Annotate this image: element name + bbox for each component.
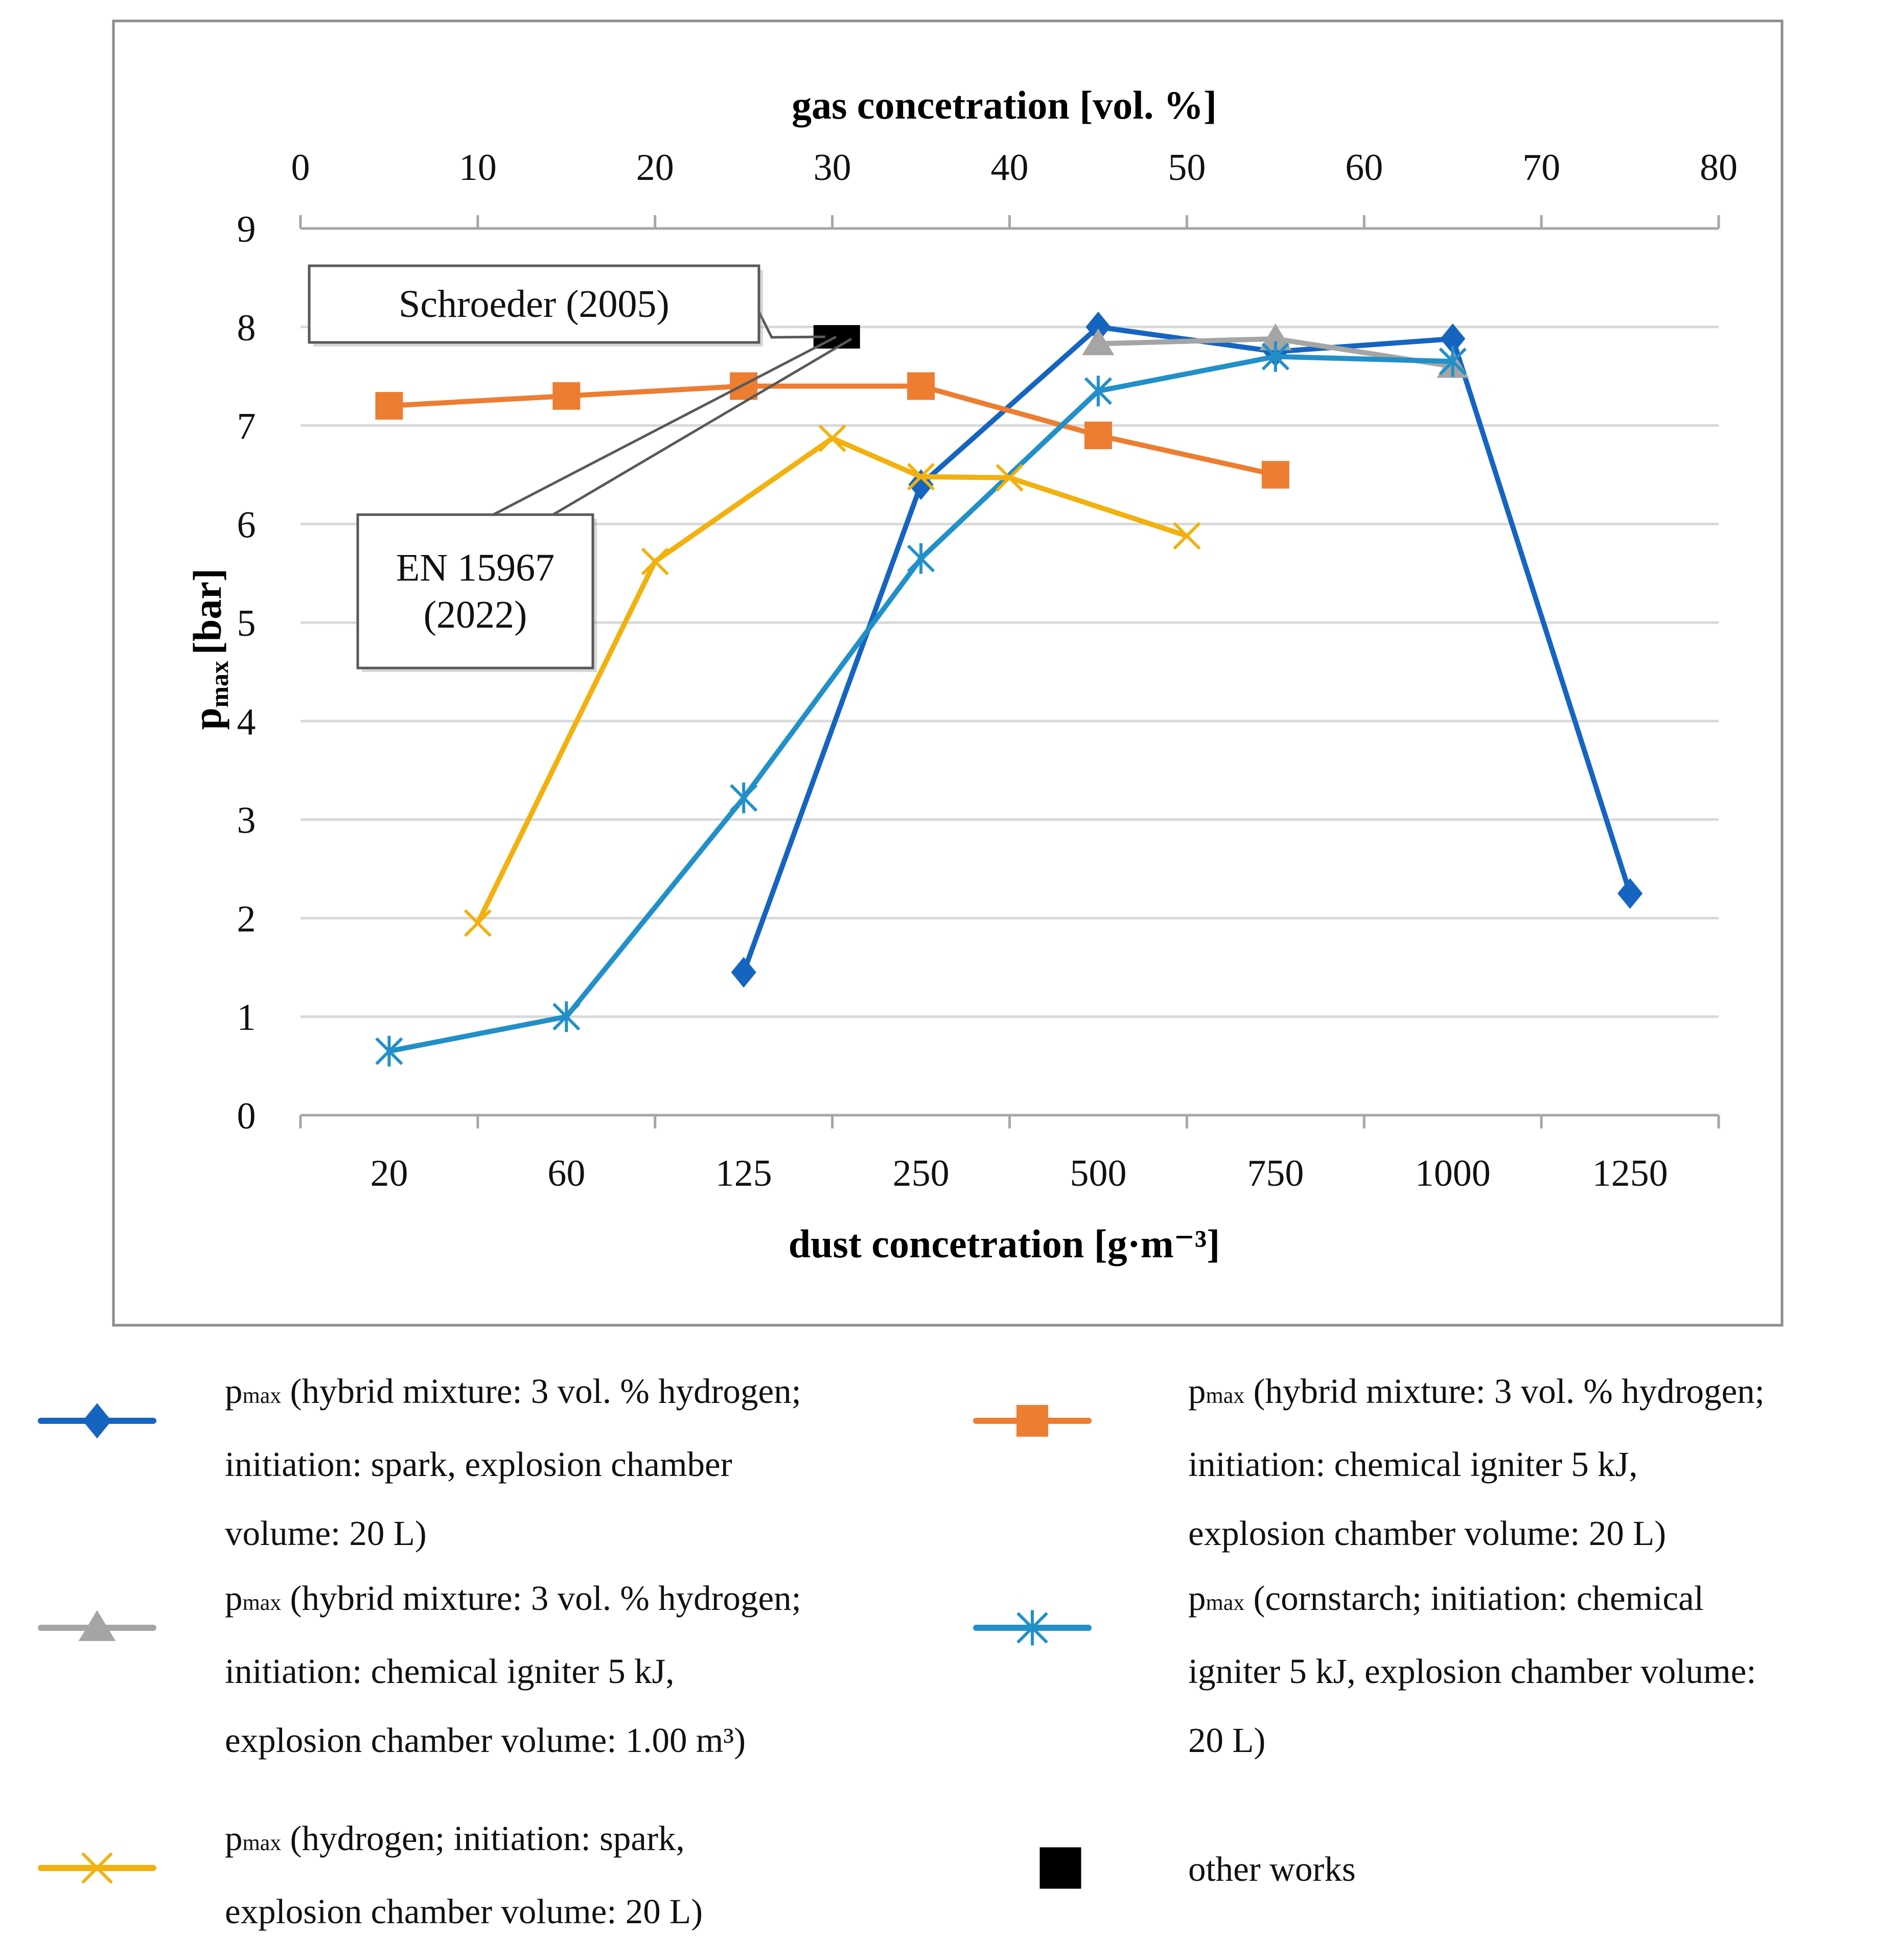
series-4 (464, 424, 1201, 937)
annotation-schroeder: Schroeder (2005) (308, 264, 763, 347)
annotation-text: Schroeder (2005) (399, 283, 669, 326)
data-point (907, 463, 935, 491)
data-point (1440, 323, 1466, 354)
x2-tick-label: 0 (291, 147, 310, 189)
x-tick-label: 20 (370, 1152, 408, 1194)
data-point (907, 372, 935, 400)
plot-frame (112, 19, 1784, 1327)
data-point (1261, 341, 1289, 372)
axes: 0 1 2 3 4 5 6 7 8 9 20 60 125 250 500 750 1000 1250 0 10 20 3… (237, 147, 1738, 1194)
x-tick-label: 60 (547, 1152, 585, 1194)
data-point (1082, 328, 1115, 356)
data-point (1085, 311, 1111, 342)
annotation-connector-en15967-b (552, 337, 852, 516)
data-point (1261, 460, 1289, 489)
x2-tick-label: 60 (1345, 147, 1383, 189)
series-layer (375, 311, 1643, 1067)
x2-tick-label: 40 (991, 147, 1029, 189)
data-point (1084, 421, 1112, 449)
annotation-connector-en15967-a (492, 335, 837, 516)
annotation-box (356, 513, 594, 670)
x2-tick-label: 70 (1522, 147, 1560, 189)
data-point (1617, 878, 1643, 909)
data-point (996, 464, 1024, 492)
y-title-p: p (185, 708, 229, 730)
data-point (730, 782, 758, 814)
x2-axis-title: gas concetration [vol. %] (792, 83, 1217, 127)
y-tick-label: 6 (237, 504, 256, 546)
data-point (1084, 376, 1113, 407)
y-axis-title: pmax [bar] (185, 568, 234, 730)
x-tick-label: 1000 (1415, 1152, 1491, 1194)
y-tick-label: 8 (237, 307, 256, 349)
annotation-text: (2022) (424, 593, 527, 636)
x2-tick-label: 30 (814, 147, 851, 189)
data-point (641, 547, 669, 575)
data-point (375, 1035, 403, 1067)
series-1 (375, 372, 1289, 489)
x-tick-label: 250 (893, 1152, 950, 1194)
data-point (1439, 346, 1467, 377)
data-point (375, 392, 403, 420)
x-tick-label: 750 (1247, 1152, 1304, 1194)
annotation-connector-schroeder (757, 311, 825, 339)
y-tick-label: 5 (237, 603, 256, 644)
data-point (1173, 522, 1201, 550)
y-tick-label: 3 (237, 800, 256, 842)
data-point (464, 909, 492, 937)
x2-tick-label: 20 (636, 147, 674, 189)
series-line (386, 383, 1278, 477)
data-point (908, 469, 934, 500)
y-tick-label: 2 (237, 898, 256, 940)
x2-tick-label: 50 (1168, 147, 1206, 189)
x2-tick-label: 10 (459, 147, 497, 189)
annotation-box (308, 264, 760, 344)
y-tick-label: 0 (237, 1095, 256, 1137)
x-tick-label: 1250 (1592, 1152, 1668, 1194)
data-point (552, 1001, 581, 1032)
x-tick-label: 125 (715, 1152, 772, 1194)
data-point (907, 543, 935, 574)
x-axis-title: dust concetration [g·m⁻³] (789, 1221, 1220, 1266)
data-point (818, 424, 846, 452)
y-title-unit: [bar] (185, 568, 229, 655)
y-tick-label: 9 (237, 209, 256, 250)
data-point (731, 957, 756, 988)
series-line (475, 435, 1190, 926)
y-title-sub: max (205, 661, 234, 708)
series-5 (813, 325, 860, 349)
annotation-text: EN 15967 (396, 546, 554, 589)
data-point (1259, 323, 1292, 351)
annotations: Schroeder (2005) EN 15967(2022) (308, 264, 852, 672)
x2-tick-label: 80 (1700, 147, 1738, 189)
data-point (552, 382, 581, 410)
y-tick-label: 1 (237, 997, 256, 1039)
y-tick-label: 4 (237, 701, 256, 743)
x-tick-label: 500 (1070, 1152, 1126, 1194)
series-3 (375, 341, 1467, 1067)
annotation-en15967: EN 15967(2022) (356, 513, 597, 672)
y-tick-label: 7 (237, 406, 256, 448)
